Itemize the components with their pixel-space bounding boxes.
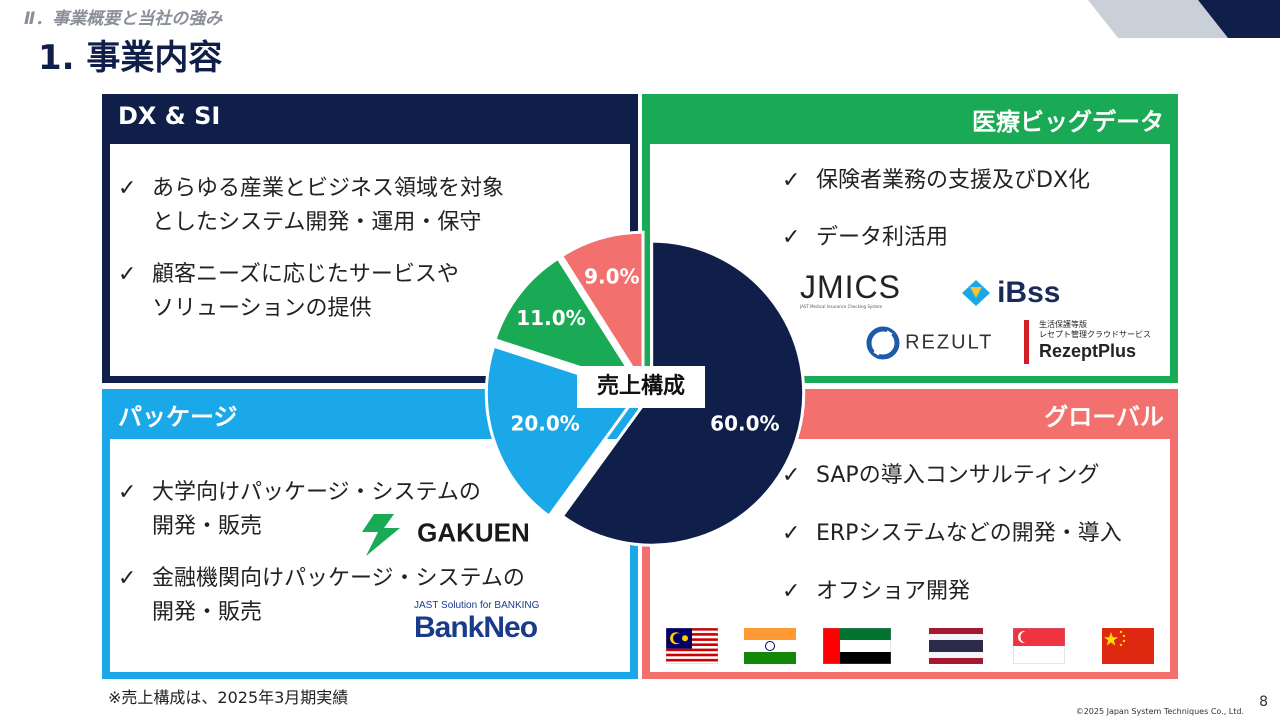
china-flag	[1102, 628, 1154, 664]
page-number: 8	[1259, 694, 1268, 710]
global-header: グローバル	[642, 389, 1178, 437]
package-title: パッケージ	[118, 403, 238, 431]
pie-label-3: 11.0%	[516, 306, 585, 330]
pie-label-1: 60.0%	[710, 411, 779, 435]
dx-si-title: DX & SI	[118, 102, 221, 130]
check-icon: ✓	[782, 168, 801, 193]
pie-label-2: 20.0%	[510, 411, 579, 435]
gakuen-logo: GAKUEN	[356, 506, 530, 560]
global-bullet-1: ✓ SAPの導入コンサルティング	[782, 459, 1099, 493]
bankneo-logo: JAST Solution for BANKING BankNeo	[414, 600, 540, 644]
global-bullet-3: ✓ オフショア開発	[782, 575, 970, 609]
check-icon: ✓	[118, 262, 137, 287]
check-icon: ✓	[782, 225, 801, 250]
singapore-flag	[1013, 628, 1065, 664]
check-icon: ✓	[782, 463, 801, 488]
dx-bullet-2: ✓ 顧客ニーズに応じたサービスや ソリューションの提供	[118, 258, 459, 326]
check-icon: ✓	[118, 176, 137, 201]
ibss-mark-icon	[962, 280, 990, 306]
medical-title: 医療ビッグデータ	[972, 108, 1164, 136]
pie-slice-3	[493, 256, 643, 390]
footnote: ※売上構成は、2025年3月期実績	[108, 688, 349, 707]
corner-decoration	[1088, 0, 1280, 38]
check-icon: ✓	[782, 579, 801, 604]
uae-flag	[823, 628, 891, 664]
package-bullet-2: ✓ 金融機関向けパッケージ・システムの 開発・販売	[118, 562, 525, 630]
package-bullet-1: ✓ 大学向けパッケージ・システムの 開発・販売	[118, 476, 481, 544]
dx-bullet-1: ✓ あらゆる産業とビジネス領域を対象 としたシステム開発・運用・保守	[118, 172, 504, 240]
global-bullet-2: ✓ ERPシステムなどの開発・導入	[782, 517, 1122, 551]
thailand-flag	[929, 628, 983, 664]
rezult-mark-icon	[866, 326, 900, 360]
medical-header: 医療ビッグデータ	[642, 94, 1178, 142]
medical-bullet-2: ✓ データ利活用	[782, 221, 948, 255]
check-icon: ✓	[782, 521, 801, 546]
rezeptplus-logo: 生活保護等版 レセプト管理クラウドサービス RezeptPlus	[1024, 320, 1151, 364]
pie-center-label: 売上構成	[577, 366, 705, 408]
copyright: ©2025 Japan System Techniques Co., Ltd.	[1075, 707, 1244, 716]
dx-si-header: DX & SI	[102, 94, 638, 142]
package-header: パッケージ	[102, 389, 638, 437]
pie-label-4: 9.0%	[584, 265, 639, 289]
check-icon: ✓	[118, 480, 137, 505]
check-icon: ✓	[118, 566, 137, 591]
gakuen-mark-icon	[362, 514, 406, 556]
jmics-logo: JMICS JAST Medical Insurance Checking Sy…	[800, 269, 901, 309]
section-label: Ⅱ．事業概要と当社の強み	[24, 9, 223, 29]
medical-bullet-1: ✓ 保険者業務の支援及びDX化	[782, 164, 1090, 198]
pie-slice-4	[559, 230, 645, 390]
india-flag	[744, 628, 796, 664]
ibss-logo: iBss	[960, 276, 1060, 310]
page-title: 1. 事業内容	[38, 38, 223, 78]
rezult-logo: REZULT	[866, 326, 993, 360]
global-title: グローバル	[1044, 403, 1164, 431]
malaysia-flag	[666, 628, 718, 664]
